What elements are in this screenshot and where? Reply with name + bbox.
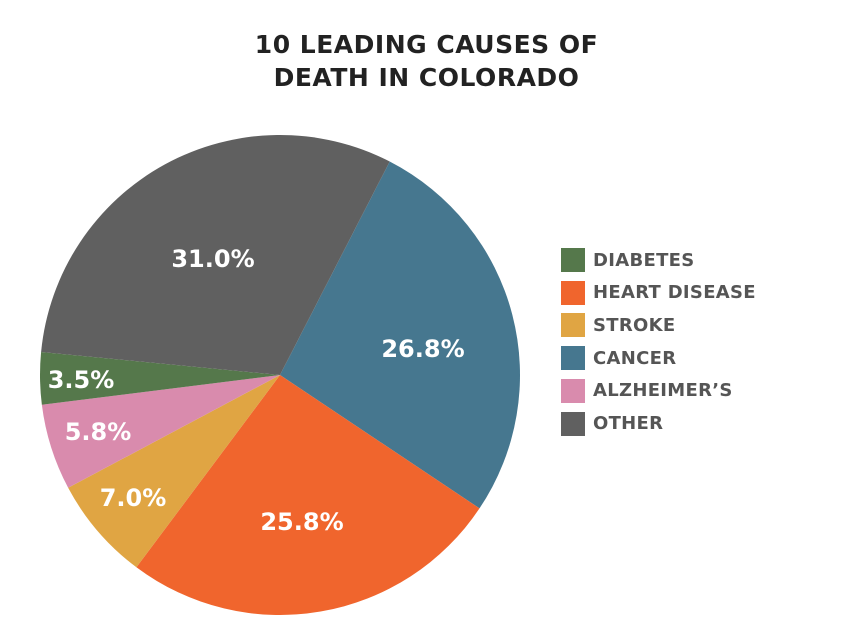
legend-label: ALZHEIMER’S <box>593 380 733 402</box>
legend-swatch <box>561 248 585 272</box>
legend-item: ALZHEIMER’S <box>561 378 733 403</box>
legend-label: OTHER <box>593 413 664 434</box>
data-label: 31.0% <box>171 245 254 273</box>
legend-swatch <box>561 411 585 436</box>
legend-swatch <box>561 346 585 371</box>
legend-swatch <box>561 378 585 403</box>
legend-item: OTHER <box>561 411 664 436</box>
legend-label: CANCER <box>593 347 677 369</box>
legend-label: HEART DISEASE <box>593 282 756 304</box>
pie-slice-diabetes <box>39 352 280 405</box>
data-label: 3.5% <box>48 366 115 394</box>
legend-swatch <box>561 280 585 305</box>
legend-swatch <box>561 313 585 338</box>
data-label: 25.8% <box>260 508 343 536</box>
chart-title-line-2: DEATH IN COLORADO <box>273 63 580 92</box>
chart-title-line-1: 10 LEADING CAUSES OF <box>254 30 599 59</box>
legend-item: CANCER <box>561 346 677 371</box>
legend-label: STROKE <box>593 314 676 336</box>
pie-slice-other <box>41 135 390 375</box>
legend-item: DIABETES <box>561 248 695 272</box>
data-label: 5.8% <box>65 418 132 446</box>
pie-slice-heart-disease <box>136 375 480 616</box>
pie-slice-stroke <box>68 375 280 568</box>
data-label: 7.0% <box>100 484 167 512</box>
pie-slice-alzheimer-s <box>41 375 280 488</box>
legend-item: STROKE <box>561 313 676 338</box>
data-label: 26.8% <box>381 335 464 363</box>
legend-label: DIABETES <box>593 249 695 271</box>
legend-item: HEART DISEASE <box>561 280 756 305</box>
pie-slice-cancer <box>280 161 520 509</box>
